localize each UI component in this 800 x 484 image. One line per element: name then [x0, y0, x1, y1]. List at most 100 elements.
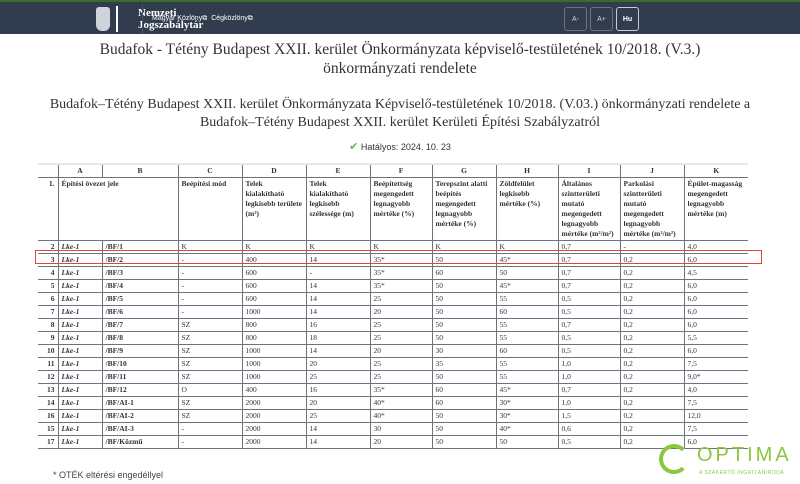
- language-button[interactable]: Hu: [616, 7, 639, 31]
- table-cell: -: [177, 292, 243, 306]
- table-cell: 30*: [495, 396, 559, 410]
- table-cell: SZ: [177, 344, 243, 358]
- table-cell: -: [177, 305, 243, 319]
- table-cell: 6,0: [683, 279, 748, 293]
- table-cell: 0,2: [619, 344, 685, 358]
- table-cell: -: [177, 253, 243, 267]
- table-cell: 35*: [369, 266, 433, 280]
- table-cell: 30: [431, 344, 497, 358]
- increase-font-button[interactable]: A+: [590, 7, 613, 31]
- table-cell: 55: [495, 331, 559, 345]
- table-cell: Lke-1: [57, 370, 103, 384]
- table-cell: SZ: [177, 396, 243, 410]
- table-cell: 0,2: [619, 305, 685, 319]
- table-cell: 20: [369, 435, 433, 449]
- table-cell: 25: [305, 409, 371, 423]
- row-number: 15: [38, 422, 59, 436]
- table-row: 2 Lke-1/BF/1 K K K K K K 0,7-4,0: [38, 240, 748, 254]
- table-cell: 4,0: [683, 383, 748, 397]
- table-cell: /BF/6: [101, 305, 179, 319]
- table-cell: -: [305, 266, 371, 280]
- table-cell: 4,0: [683, 240, 748, 254]
- table-cell: 30: [369, 422, 433, 436]
- table-cell: Lke-1: [57, 318, 103, 332]
- table-cell: 1,0: [557, 370, 621, 384]
- table-cell: SZ: [177, 331, 243, 345]
- table-cell: Lke-1: [57, 409, 103, 423]
- table-cell: 60: [431, 383, 497, 397]
- table-cell: 800: [241, 318, 307, 332]
- table-cell: 25: [369, 318, 433, 332]
- table-cell: 0,2: [619, 396, 685, 410]
- table-cell: 1000: [241, 357, 307, 371]
- table-cell: -: [177, 422, 243, 436]
- decrease-font-button[interactable]: A-: [564, 7, 587, 31]
- table-cell: /BF/Közmű: [101, 435, 179, 449]
- table-cell: 600: [241, 279, 307, 293]
- table-cell: 0,2: [619, 422, 685, 436]
- table-cell: /BF/5: [101, 292, 179, 306]
- table-cell: 0,5: [557, 292, 621, 306]
- table-cell: 60: [495, 305, 559, 319]
- site-logo[interactable]: Nemzeti Jogszabálytár: [96, 6, 203, 32]
- table-cell: 5,5: [683, 331, 748, 345]
- table-cell: 40*: [495, 422, 559, 436]
- table-cell: 50: [431, 409, 497, 423]
- table-cell: 25: [369, 331, 433, 345]
- external-link-icon: ⧉: [247, 15, 253, 22]
- table-cell: 16: [305, 318, 371, 332]
- table-cell: 0,2: [619, 318, 685, 332]
- table-cell: /BF/8: [101, 331, 179, 345]
- table-cell: Lke-1: [57, 305, 103, 319]
- column-letter: [38, 163, 59, 178]
- table-cell: 35*: [369, 383, 433, 397]
- magyar-kozlony-link[interactable]: Magyar Közlöny⧉: [152, 15, 207, 23]
- table-cell: 55: [495, 370, 559, 384]
- table-cell: /BF/11: [101, 370, 179, 384]
- column-header: Zöldfelület legkisebb mértéke (%): [495, 177, 559, 241]
- validity-text: Hatályos: 2024. 10. 23: [360, 142, 451, 152]
- table-row: 14 Lke-1/BF/AI-1 SZ 2000 20 40* 60 30* 1,0 0,2 7,5: [38, 396, 748, 410]
- table-cell: 7,5: [683, 422, 748, 436]
- row-number: 8: [38, 318, 59, 332]
- table-cell: /BF/3: [101, 266, 179, 280]
- table-cell: 45*: [495, 279, 559, 293]
- row-number: 2: [38, 240, 59, 254]
- table-cell: 2000: [241, 396, 307, 410]
- table-cell: 600: [241, 266, 307, 280]
- table-cell: 0,2: [619, 331, 685, 345]
- table-cell: 600: [241, 292, 307, 306]
- coat-of-arms-icon: [96, 7, 110, 31]
- table-cell: SZ: [177, 370, 243, 384]
- table-cell: 50: [431, 331, 497, 345]
- table-cell: 0,7: [557, 266, 621, 280]
- table-cell: 14: [305, 344, 371, 358]
- table-row: 11 Lke-1/BF/10 SZ 1000 20 25 35 55 1,0 0,2 7,5: [38, 357, 748, 371]
- cegkozlony-link[interactable]: Cégközlöny⧉: [211, 15, 253, 23]
- column-header: Beépítettség megengedett legnagyobb mért…: [369, 177, 433, 241]
- row-number: 13: [38, 383, 59, 397]
- top-navigation-bar: Nemzeti Jogszabálytár Magyar Közlöny⧉ Cég…: [0, 0, 800, 34]
- table-cell: 0,7: [557, 318, 621, 332]
- column-letter: D: [241, 163, 307, 178]
- table-cell: 14: [305, 435, 371, 449]
- column-header: Telek kialakítható legkisebb szélessége …: [305, 177, 371, 241]
- table-cell: 1000: [241, 305, 307, 319]
- table-cell: 2000: [241, 435, 307, 449]
- table-row: 12 Lke-1/BF/11 SZ 1000 25 25 50 55 1,0 0,2 9,0*: [38, 370, 748, 384]
- row-number: 14: [38, 396, 59, 410]
- table-cell: 7,5: [683, 396, 748, 410]
- table-cell: 40*: [369, 396, 433, 410]
- table-cell: 55: [495, 318, 559, 332]
- row-number: 16: [38, 409, 59, 423]
- table-cell: Lke-1: [57, 331, 103, 345]
- table-cell: 60: [431, 266, 497, 280]
- table-cell: -: [619, 240, 685, 254]
- header-row: 1. Építési övezet jele Beépítési mód Telek …: [38, 177, 748, 241]
- column-letter: G: [431, 163, 497, 178]
- table-cell: -: [177, 435, 243, 449]
- table-cell: 7,5: [683, 357, 748, 371]
- row-number: 11: [38, 357, 59, 371]
- table-cell: Lke-1: [57, 292, 103, 306]
- table-cell: 1000: [241, 370, 307, 384]
